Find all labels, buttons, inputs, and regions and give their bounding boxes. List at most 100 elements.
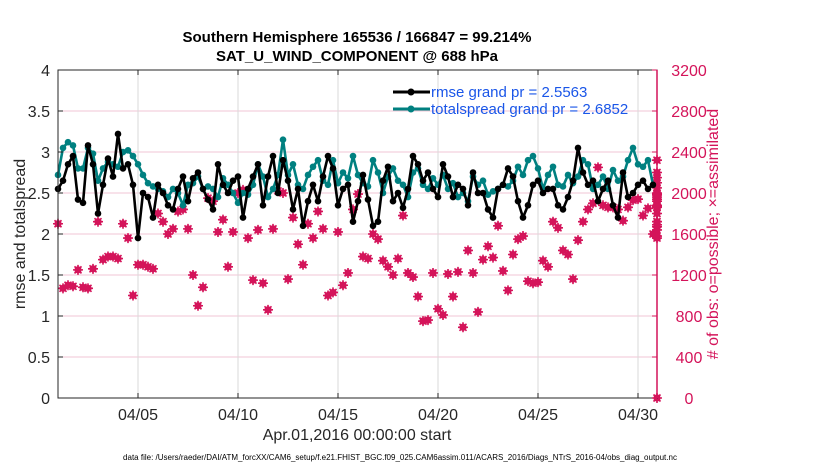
obs-count-point [318,223,328,234]
obs-count-point [228,226,238,237]
totalspread-point [149,183,157,190]
totalspread-point [129,152,137,160]
rmse-point [319,173,327,180]
rmse-point [499,181,507,189]
rmse-point [429,185,437,193]
rmse-point [574,144,582,152]
rmse-point [369,222,377,230]
totalspread-point [124,147,132,154]
rmse-point [564,193,572,201]
rmse-point [504,165,512,172]
rmse-point [514,197,522,205]
totalspread-point [534,165,542,172]
totalspread-point [69,142,77,149]
rmse-point [424,169,432,176]
obs-count-point [398,210,408,221]
totalspread-point [289,161,297,168]
obs-count-point [223,261,233,272]
rmse-point [459,185,467,193]
totalspread-point [179,202,187,209]
obs-count-point [283,274,293,285]
rmse-point [634,181,642,189]
y-tick-label: 2 [41,227,50,244]
obs-count-point [148,263,158,274]
obs-count-point [443,268,453,279]
obs-count-point [453,266,463,277]
totalspread-point [139,171,147,179]
obs-count-point [313,206,323,217]
obs-count-point [298,259,308,270]
obs-count-point [263,304,273,315]
rmse-point [419,177,427,184]
totalspread-point [514,163,522,171]
totalspread-point [529,152,537,160]
y-right-tick-label: 0 [685,391,694,408]
obs-count-point [423,315,433,326]
totalspread-point [114,163,122,171]
obs-count-point [618,215,628,226]
rmse-point [79,199,87,207]
obs-count-point [623,202,633,213]
totalspread-point [324,181,332,189]
totalspread-point [454,193,462,201]
x-tick-label: 04/20 [418,407,458,424]
obs-count-point [538,255,548,266]
y-tick-label: 0 [41,391,50,408]
totalspread-point [369,156,377,164]
rmse-point [534,177,542,184]
obs-count-point [93,216,103,227]
obs-count-point [378,255,388,266]
legend-item-totalspread: totalspread grand pr = 2.6852 [393,101,628,118]
obs-count-point [533,277,543,288]
rmse-point [569,177,577,184]
totalspread-point [629,144,637,152]
obs-count-point [553,222,563,233]
rmse-point [519,214,527,221]
rmse-point [229,177,237,184]
totalspread-point [64,138,72,146]
totalspread-point [594,181,602,189]
rmse-point [174,185,182,193]
totalspread-point [309,163,317,171]
rmse-point [614,214,622,221]
chart-title-line-2: SAT_U_WIND_COMPONENT @ 688 hPa [216,48,499,65]
rmse-point [529,181,537,189]
y-right-tick-label: 1200 [671,268,707,285]
y-tick-label: 2.5 [28,186,50,203]
obs-count-point [503,285,513,296]
rmse-point [479,189,487,197]
obs-count-point [413,291,423,302]
totalspread-point [269,185,277,193]
obs-count-point [483,241,493,252]
chart-title-line-1: Southern Hemisphere 165536 / 166847 = 99… [183,29,532,46]
rmse-point [184,197,192,205]
rmse-point [139,189,147,197]
rmse-point [309,181,317,189]
obs-count-point [518,231,528,242]
rmse-point [604,177,612,184]
totalspread-point [574,173,582,180]
rmse-point [94,210,102,217]
rmse-point [629,189,637,197]
totalspread-point [264,193,272,201]
rmse-point [589,177,597,184]
obs-count-point [433,303,443,314]
totalspread-point [644,156,652,164]
rmse-point [64,161,72,168]
rmse-series [54,130,657,242]
rmse-point [74,196,82,203]
obs-count-point [638,210,648,221]
totalspread-point [299,185,307,193]
rmse-point [169,206,177,213]
rmse-point [354,197,362,205]
obs-count-point [493,220,503,231]
rmse-point [394,189,402,197]
totalspread-point [349,152,357,160]
rmse-point [124,161,132,168]
obs-count-point [293,239,303,250]
rmse-point [194,169,202,176]
y-tick-label: 0.5 [28,350,50,367]
rmse-point [489,214,497,221]
rmse-point [409,152,417,160]
